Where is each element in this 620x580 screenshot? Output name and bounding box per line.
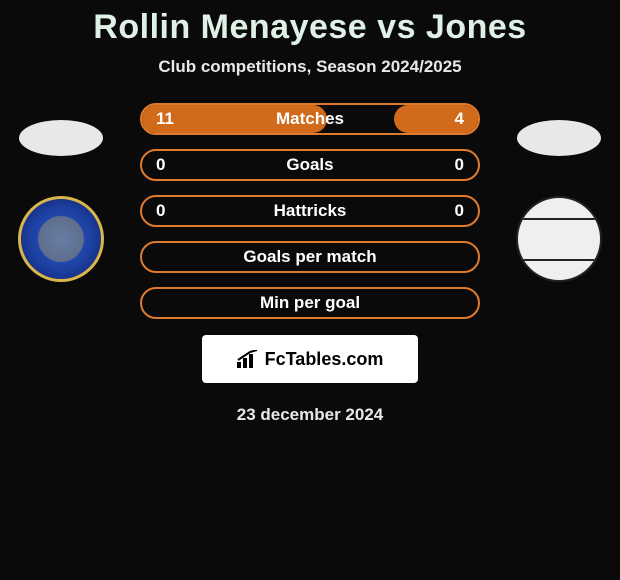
player-left-slot [18,120,104,282]
stat-left-value: 0 [156,201,165,221]
attribution-badge: FcTables.com [202,335,418,383]
stat-fill-right [394,105,478,133]
stat-bar: 0 Goals 0 [140,149,480,181]
stat-right-value: 4 [455,109,464,129]
stat-right-value: 0 [455,155,464,175]
club-crest-left [18,196,104,282]
page-title: Rollin Menayese vs Jones [0,8,620,47]
stat-label: Goals per match [243,247,376,267]
subtitle: Club competitions, Season 2024/2025 [0,57,620,77]
date-text: 23 december 2024 [0,405,620,425]
stat-label: Hattricks [274,201,347,221]
stat-bar: 0 Hattricks 0 [140,195,480,227]
player-right-silhouette [517,120,601,156]
player-right-slot [516,120,602,282]
stat-label: Goals [286,155,333,175]
stat-bar: 11 Matches 4 [140,103,480,135]
stat-bar: Goals per match [140,241,480,273]
stat-left-value: 0 [156,155,165,175]
stat-right-value: 0 [455,201,464,221]
player-left-silhouette [19,120,103,156]
comparison-card: Rollin Menayese vs Jones Club competitio… [0,0,620,425]
stat-label: Min per goal [260,293,360,313]
stat-left-value: 11 [156,109,174,129]
club-crest-right [516,196,602,282]
attribution-text: FcTables.com [265,349,384,370]
stat-bar: Min per goal [140,287,480,319]
stat-label: Matches [276,109,344,129]
chart-icon [237,350,259,368]
